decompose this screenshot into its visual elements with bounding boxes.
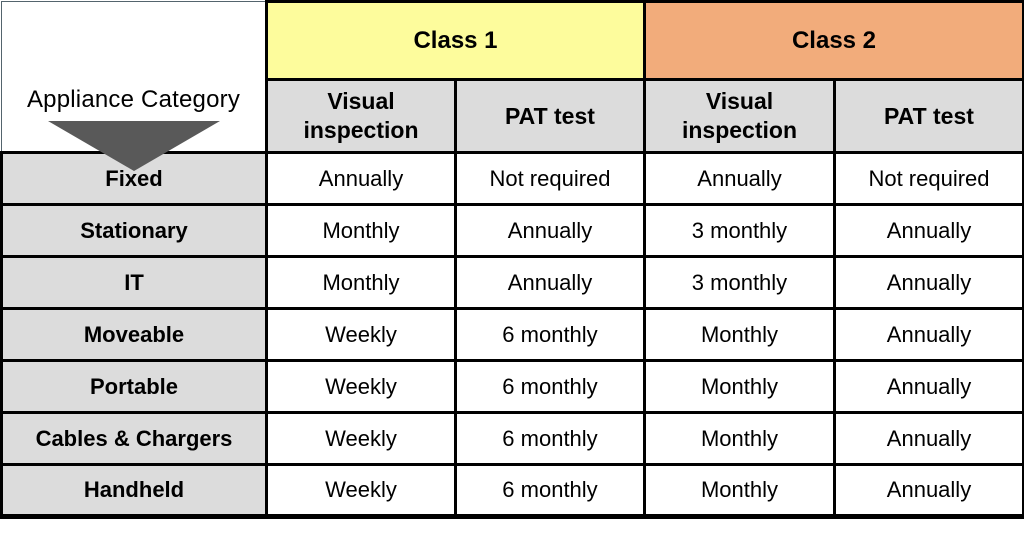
subheader-row: Visual inspection PAT test Visual inspec… bbox=[2, 78, 1024, 154]
data-cell: Annually bbox=[833, 411, 1024, 466]
data-cell: Weekly bbox=[265, 463, 457, 519]
subheader-label: Visual inspection bbox=[681, 88, 797, 143]
table-row-stationary: Stationary Monthly Annually 3 monthly An… bbox=[0, 203, 1024, 258]
corner-header-label: Appliance Category bbox=[26, 86, 241, 113]
data-cell: Monthly bbox=[643, 463, 836, 519]
category-cell: Moveable bbox=[0, 307, 268, 362]
subheader-class1-pat-test: PAT test bbox=[454, 78, 646, 154]
data-cell: 3 monthly bbox=[643, 255, 836, 310]
data-cell: Monthly bbox=[643, 307, 836, 362]
data-cell: Annually bbox=[454, 255, 646, 310]
data-cell: Annually bbox=[833, 463, 1024, 519]
data-cell: Weekly bbox=[265, 359, 457, 414]
category-cell: Handheld bbox=[0, 463, 268, 519]
table-row-cables-chargers: Cables & Chargers Weekly 6 monthly Month… bbox=[0, 411, 1024, 466]
table-row-moveable: Moveable Weekly 6 monthly Monthly Annual… bbox=[0, 307, 1024, 362]
data-cell: Annually bbox=[833, 307, 1024, 362]
pat-frequency-table: Appliance Category Class 1 Class 2 Visua… bbox=[0, 0, 1024, 519]
data-cell: Annually bbox=[833, 203, 1024, 258]
data-cell: 6 monthly bbox=[454, 307, 646, 362]
table-row-it: IT Monthly Annually 3 monthly Annually bbox=[0, 255, 1024, 310]
data-cell: Monthly bbox=[265, 203, 457, 258]
subheader-label: PAT test bbox=[884, 102, 974, 129]
data-cell: Not required bbox=[833, 151, 1024, 206]
class2-header-cell: Class 2 bbox=[643, 0, 1024, 81]
data-cell: 3 monthly bbox=[643, 203, 836, 258]
class-header-row: Appliance Category Class 1 Class 2 bbox=[1, 0, 1024, 171]
data-cell: Annually bbox=[833, 359, 1024, 414]
data-cell: Monthly bbox=[265, 255, 457, 310]
subheader-label: PAT test bbox=[505, 102, 595, 129]
data-cell: Annually bbox=[833, 255, 1024, 310]
data-cell: Annually bbox=[265, 151, 457, 206]
data-cell: Monthly bbox=[643, 411, 836, 466]
subheader-class1-visual-inspection: Visual inspection bbox=[265, 78, 457, 154]
subheader-class2-visual-inspection: Visual inspection bbox=[643, 78, 836, 154]
category-cell: IT bbox=[0, 255, 268, 310]
subheader-class2-pat-test: PAT test bbox=[833, 78, 1024, 154]
data-cell: 6 monthly bbox=[454, 411, 646, 466]
data-cell: Annually bbox=[643, 151, 836, 206]
class1-header-cell: Class 1 bbox=[265, 0, 646, 81]
category-cell: Cables & Chargers bbox=[0, 411, 268, 466]
table-row-handheld: Handheld Weekly 6 monthly Monthly Annual… bbox=[0, 463, 1024, 519]
data-cell: Weekly bbox=[265, 307, 457, 362]
subheader-label: Visual inspection bbox=[303, 88, 419, 143]
data-cell: Not required bbox=[454, 151, 646, 206]
data-cell: Annually bbox=[454, 203, 646, 258]
data-cell: Monthly bbox=[643, 359, 836, 414]
data-cell: Weekly bbox=[265, 411, 457, 466]
corner-header-cell: Appliance Category bbox=[1, 1, 268, 171]
triangle-down-icon bbox=[47, 121, 220, 171]
category-cell: Stationary bbox=[0, 203, 268, 258]
table-row-portable: Portable Weekly 6 monthly Monthly Annual… bbox=[0, 359, 1024, 414]
category-cell: Portable bbox=[0, 359, 268, 414]
data-cell: 6 monthly bbox=[454, 359, 646, 414]
data-cell: 6 monthly bbox=[454, 463, 646, 519]
